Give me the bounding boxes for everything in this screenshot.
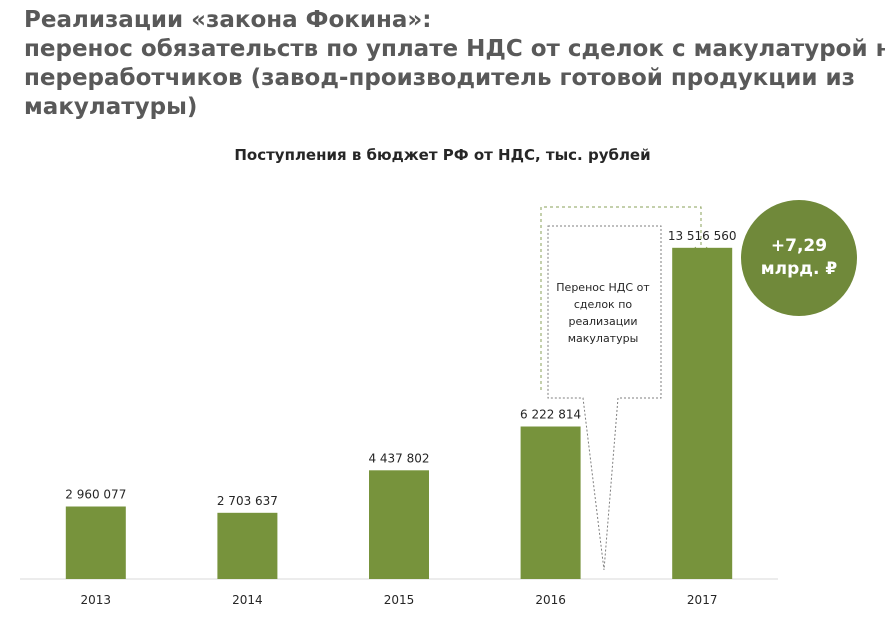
data-label: 2 703 637 xyxy=(217,494,278,508)
callout-line: макулатуры xyxy=(567,332,639,345)
x-tick-label: 2015 xyxy=(384,593,415,607)
title-line: Реализации «закона Фокина»: xyxy=(24,7,432,33)
increase-badge: +7,29 млрд. ₽ xyxy=(741,200,857,316)
data-label: 2 960 077 xyxy=(65,488,126,502)
slide-title: Реализации «закона Фокина»: перенос обяз… xyxy=(24,6,885,122)
callout-box xyxy=(547,225,662,571)
callout-line: реализации xyxy=(568,315,638,328)
x-tick-label: 2017 xyxy=(687,593,718,607)
x-tick-label: 2014 xyxy=(232,593,263,607)
chart-title: Поступления в бюджет РФ от НДС, тыс. руб… xyxy=(234,146,651,164)
bar-2016 xyxy=(520,426,581,579)
callout-arrow-line xyxy=(540,206,702,390)
bar-2017 xyxy=(672,247,733,580)
data-label: 6 222 814 xyxy=(520,408,581,422)
bar-2014 xyxy=(217,512,278,579)
title-line: перенос обязательств по уплате НДС от сд… xyxy=(24,36,885,62)
title-line: макулатуры) xyxy=(24,94,198,120)
badge-line: млрд. ₽ xyxy=(760,259,838,279)
bar-2013 xyxy=(65,506,126,579)
x-tick-label: 2013 xyxy=(81,593,112,607)
title-line: переработчиков (завод-производитель гото… xyxy=(24,65,856,91)
data-label: 4 437 802 xyxy=(368,451,429,465)
callout-text: Перенос НДС от сделок по реализации маку… xyxy=(550,279,656,347)
badge-line: +7,29 xyxy=(770,236,828,256)
bar-2015 xyxy=(369,470,429,579)
x-tick-label: 2016 xyxy=(535,593,566,607)
callout-line: сделок по xyxy=(573,298,633,311)
callout-line: Перенос НДС от xyxy=(556,281,650,294)
data-label: 13 516 560 xyxy=(668,229,737,243)
callout-connector xyxy=(540,206,708,571)
